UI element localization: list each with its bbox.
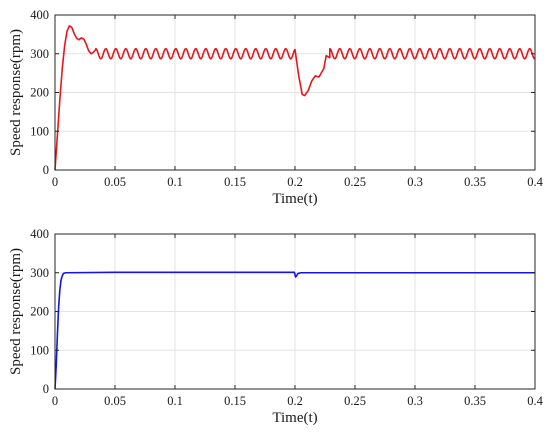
y-axis-label: Speed response(rpm): [8, 29, 24, 156]
y-tick-label: 0: [43, 163, 49, 177]
x-tick-label: 0.05: [104, 394, 126, 408]
y-tick-label: 200: [30, 86, 49, 100]
x-tick-label: 0.4: [527, 175, 543, 189]
x-axis-label: Time(t): [272, 410, 317, 426]
x-tick-label: 0.25: [344, 394, 366, 408]
chart-panel-1: 0 0.05 0.1 0.15 0.2 0.25 0.3 0.35 0.4 0 100 200 300 4…: [8, 8, 544, 207]
y-tick-label: 400: [30, 8, 49, 22]
x-tick-label: 0: [52, 394, 58, 408]
y-axis-label: Speed response(rpm): [8, 248, 24, 375]
x-tick-label: 0.2: [287, 175, 303, 189]
x-tick-label: 0: [52, 175, 58, 189]
y-tick-label: 100: [30, 343, 49, 357]
y-tick-label: 300: [30, 47, 49, 61]
x-tick-label: 0.1: [167, 175, 183, 189]
x-tick-label: 0.15: [224, 394, 246, 408]
y-tick-label: 0: [43, 382, 49, 396]
y-tick-label: 100: [30, 124, 49, 138]
x-axis-label: Time(t): [272, 191, 317, 207]
x-tick-label: 0.35: [464, 394, 486, 408]
x-tick-label: 0.3: [407, 394, 423, 408]
series-line-1: [54, 271, 535, 390]
x-tick-label: 0.35: [464, 175, 486, 189]
chart-panel-2: 0 0.05 0.1 0.15 0.2 0.25 0.3 0.35 0.4 0 100 200 300 4…: [8, 227, 544, 426]
y-tick-label: 300: [30, 266, 49, 280]
x-tick-label: 0.15: [224, 175, 246, 189]
x-tick-label: 0.25: [344, 175, 366, 189]
x-tick-label: 0.2: [287, 394, 303, 408]
series-line-1: [54, 25, 536, 171]
x-tick-label: 0.3: [407, 175, 423, 189]
y-tick-label: 400: [30, 227, 49, 241]
x-tick-label: 0.05: [104, 175, 126, 189]
y-tick-label: 200: [30, 305, 49, 319]
x-tick-label: 0.4: [527, 394, 543, 408]
x-tick-label: 0.1: [167, 394, 183, 408]
